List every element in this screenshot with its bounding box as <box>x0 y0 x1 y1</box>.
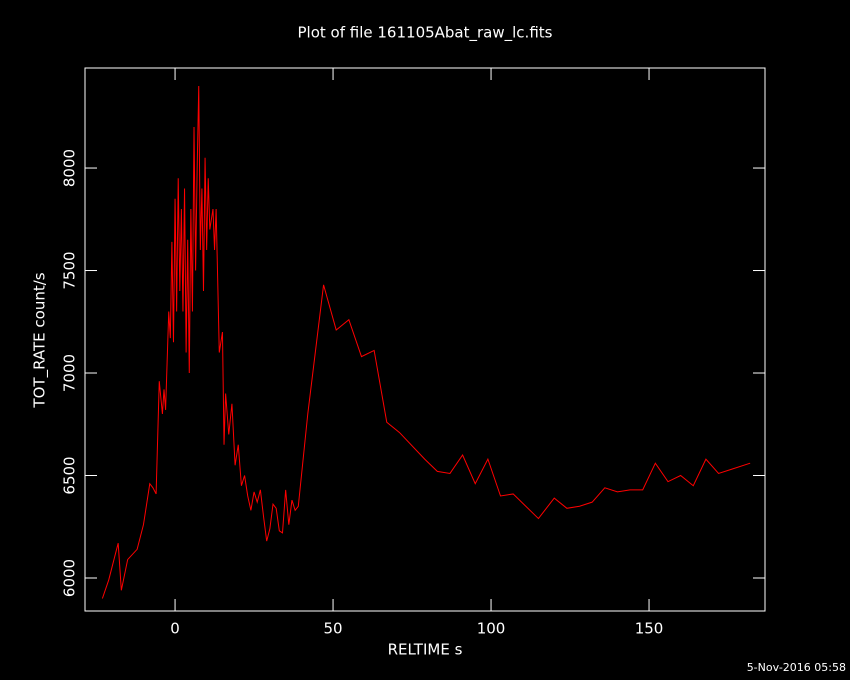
y-axis-label: TOT_RATE count/s <box>31 272 50 408</box>
y-tick-label: 6000 <box>61 559 79 597</box>
plot-frame <box>84 67 766 612</box>
data-line <box>101 86 751 599</box>
y-tick-label: 8000 <box>61 149 79 187</box>
timestamp: 5-Nov-2016 05:58 <box>747 661 846 674</box>
x-tick-label: 0 <box>170 620 180 638</box>
y-tick-label: 7500 <box>61 251 79 289</box>
x-tick-label: 50 <box>324 620 343 638</box>
y-tick-label: 7000 <box>61 354 79 392</box>
y-tick-label: 6500 <box>61 456 79 494</box>
chart-title: Plot of file 161105Abat_raw_lc.fits <box>298 24 553 43</box>
x-axis-label: RELTIME s <box>388 641 463 659</box>
x-tick-label: 150 <box>635 620 664 638</box>
x-tick-label: 100 <box>477 620 506 638</box>
